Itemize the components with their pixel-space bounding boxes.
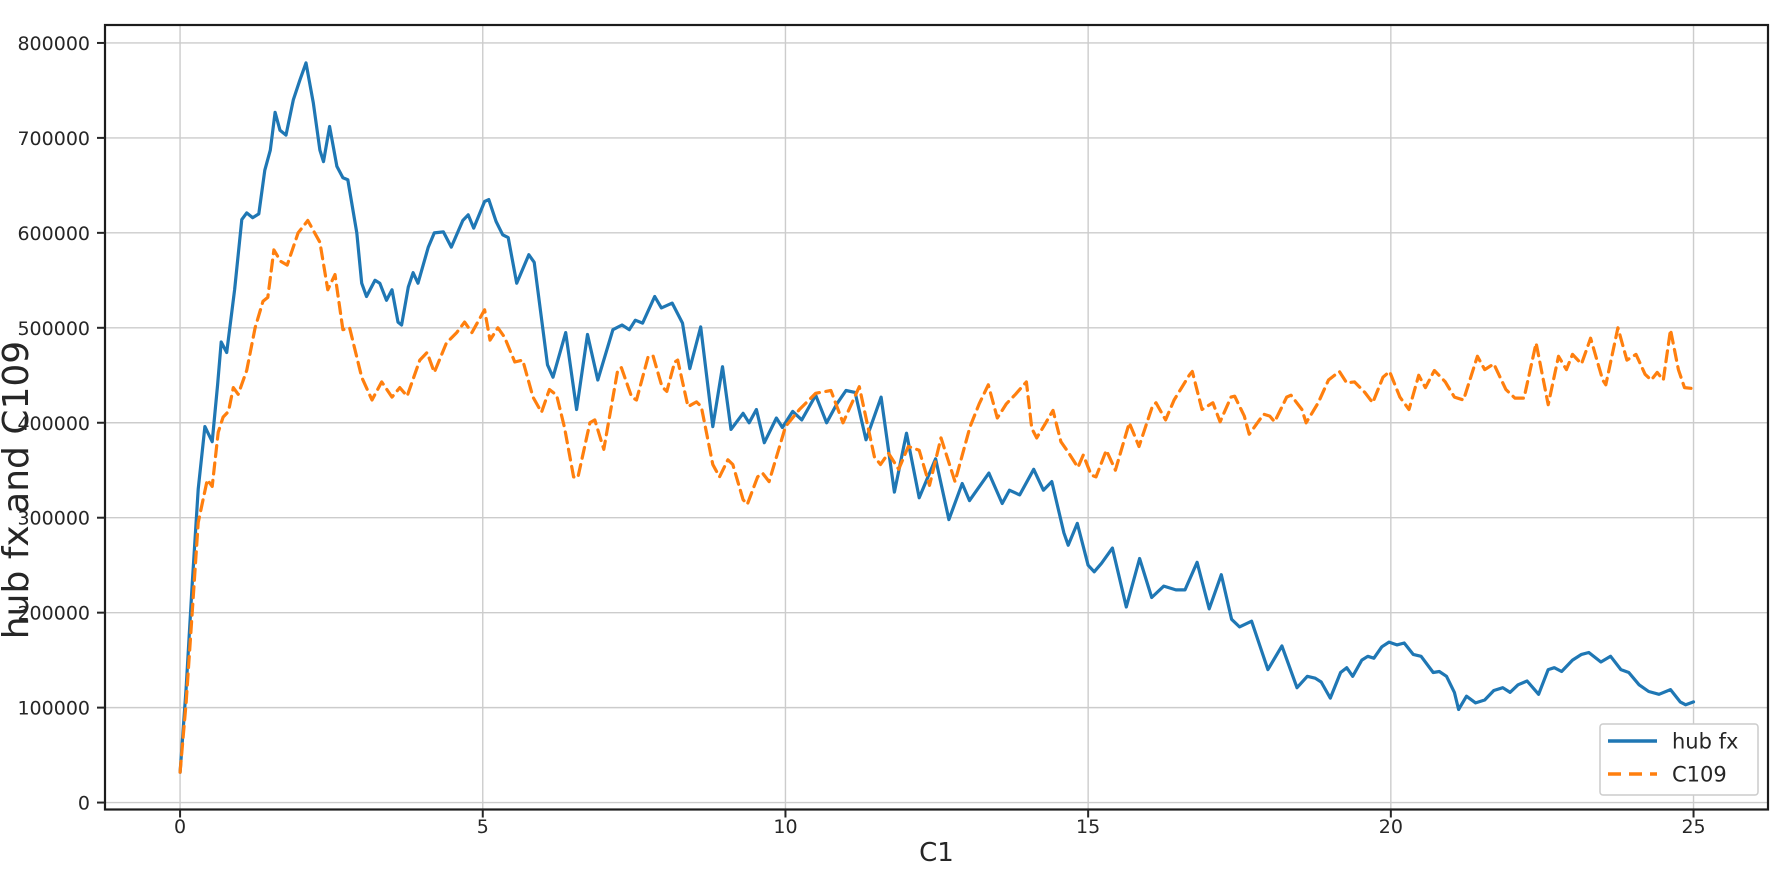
x-tick-label: 0 [174,816,186,838]
y-tick-label: 100000 [17,698,90,720]
x-tick-label: 15 [1076,816,1100,838]
axis-tick-labels: 0 5 10 15 20 25 0 100000 200000 300000 400000 50000… [17,33,1705,838]
y-tick-label: 800000 [17,33,90,55]
series-line-0 [178,61,1696,774]
series-line-1 [178,218,1696,774]
legend: hub fx C109 [1599,723,1759,796]
legend-label-hub-fx: hub fx [1672,730,1738,754]
y-tick-label: 200000 [17,603,90,625]
x-tick-label: 10 [773,816,797,838]
x-axis-label: C1 [919,838,954,868]
y-tick-label: 0 [78,793,90,815]
y-tick-label: 600000 [17,223,90,245]
series-lines [178,61,1696,774]
x-tick-label: 5 [477,816,489,838]
axis-ticks [97,41,1695,818]
y-tick-label: 700000 [17,128,90,150]
gridlines [105,25,1768,810]
y-tick-label: 500000 [17,318,90,340]
x-tick-label: 25 [1681,816,1705,838]
y-axis-label: hub fx and C109 [0,341,37,639]
y-tick-label: 400000 [17,413,90,435]
y-tick-label: 300000 [17,508,90,530]
legend-label-c109: C109 [1672,763,1727,787]
x-tick-label: 20 [1379,816,1403,838]
plot-border [103,23,1770,811]
